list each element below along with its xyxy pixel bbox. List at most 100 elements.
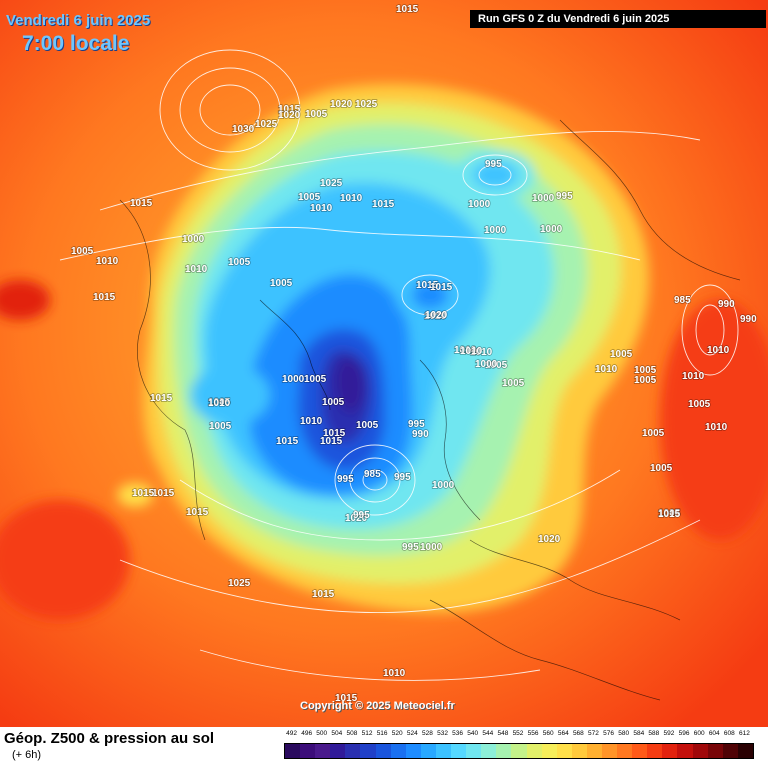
isobar-label: 990 <box>718 299 735 310</box>
isobar-label: 1015 <box>186 507 209 518</box>
isobar-label: 1015 <box>396 4 419 15</box>
isobar-label: 1015 <box>132 488 155 499</box>
isobar-label: 1010 <box>595 364 618 375</box>
isobar-label: 1000 <box>532 193 555 204</box>
isobar-label: 1020 <box>330 99 353 110</box>
scale-swatch <box>707 744 723 758</box>
isobar-label: 985 <box>364 469 381 480</box>
isobar-label: 1020 <box>538 534 561 545</box>
scale-swatch <box>692 744 708 758</box>
isobar-label: 1005 <box>304 374 327 385</box>
scale-swatch <box>496 744 512 758</box>
isobar-label: 1000 <box>468 199 491 210</box>
isobar-label: 995 <box>408 419 425 430</box>
scale-swatch <box>300 744 316 758</box>
scale-label: 540 <box>467 730 479 737</box>
isobar-label: 1005 <box>642 428 665 439</box>
scale-label: 588 <box>648 730 660 737</box>
isobar-label: 1005 <box>658 508 681 519</box>
isobar-label: 1020 <box>425 310 448 321</box>
scale-label: 504 <box>331 730 343 737</box>
isobar-label: 1000 <box>484 225 507 236</box>
scale-label: 552 <box>512 730 524 737</box>
scale-swatch <box>722 744 738 758</box>
isobar-label: 1005 <box>650 463 673 474</box>
isobar-label: 995 <box>337 474 354 485</box>
legend-footer: Géop. Z500 & pression au sol (+ 6h) 492 4… <box>0 727 768 768</box>
scale-swatch <box>390 744 406 758</box>
isobar-label: 1030 <box>232 124 255 135</box>
isobar-label: 1015 <box>416 280 439 291</box>
isobar-label: 1005 <box>270 278 293 289</box>
isobar-label: 1010 <box>96 256 119 267</box>
isobar-label: 1005 <box>208 397 231 408</box>
scale-label: 556 <box>527 730 539 737</box>
isobar-label: 1025 <box>355 99 378 110</box>
isobar-label: 1010 <box>310 203 333 214</box>
isobar-label: 1020 <box>278 110 301 121</box>
scale-label: 492 <box>286 730 297 737</box>
scale-swatch <box>601 744 618 758</box>
scale-swatch <box>405 744 421 758</box>
isobar-lines <box>59 49 739 681</box>
isobar-label: 1000 <box>432 480 455 491</box>
scale-swatch <box>737 744 753 758</box>
coastlines <box>119 119 741 701</box>
isobar-label: 985 <box>674 295 691 306</box>
scale-label: 532 <box>437 730 448 737</box>
scale-label: 584 <box>633 730 645 737</box>
isobar-label: 1005 <box>485 360 508 371</box>
isobar-label: 995 <box>394 472 411 483</box>
scale-swatch <box>677 744 693 758</box>
forecast-step: (+ 6h) <box>12 749 42 761</box>
isobar-label: 1005 <box>228 257 251 268</box>
isobar-label: 1010 <box>454 345 477 356</box>
color-scale-bar <box>284 743 754 759</box>
scale-swatch <box>662 744 678 758</box>
isobar-label: 1025 <box>228 578 251 589</box>
scale-swatch <box>541 744 557 758</box>
scale-label: 544 <box>482 730 494 737</box>
scale-label: 528 <box>421 730 433 737</box>
isobar-label: 1015 <box>372 199 395 210</box>
scale-label: 564 <box>557 730 569 737</box>
isobar-label: 1015 <box>312 589 335 600</box>
scale-swatch <box>511 744 527 758</box>
scale-swatch <box>420 744 436 758</box>
scale-label: 608 <box>723 730 735 737</box>
isobar-label: 1005 <box>688 399 711 410</box>
isobar-label: 1015 <box>323 428 346 439</box>
isobar-label: 1025 <box>255 119 278 130</box>
scale-swatch <box>315 744 331 758</box>
run-info: Run GFS 0 Z du Vendredi 6 juin 2025 <box>470 10 766 28</box>
isobar-label: 1020 <box>424 311 447 322</box>
scale-label: 512 <box>361 730 373 737</box>
isobar-label: 1005 <box>298 192 321 203</box>
scale-label: 520 <box>391 730 403 737</box>
scale-swatch <box>375 744 391 758</box>
scale-label: 560 <box>542 730 554 737</box>
isobar-label: 1000 <box>475 359 498 370</box>
isobar-label: 1000 <box>540 224 563 235</box>
scale-swatch <box>632 744 648 758</box>
scale-label: 572 <box>588 730 599 737</box>
scale-label: 536 <box>452 730 464 737</box>
isobar-label: 1010 <box>208 398 231 409</box>
scale-swatch <box>451 744 467 758</box>
isobar-label: 1010 <box>460 346 483 357</box>
scale-label: 524 <box>406 730 418 737</box>
scale-swatch <box>435 744 452 758</box>
scale-label: 580 <box>618 730 630 737</box>
isobar-label: 995 <box>556 191 573 202</box>
scale-swatch <box>466 744 482 758</box>
isobar-label: 1010 <box>682 371 705 382</box>
isobar-label: 1015 <box>93 292 116 303</box>
isobar-label: 1015 <box>152 488 175 499</box>
isobar-label: 1000 <box>420 542 443 553</box>
scale-label: 612 <box>739 730 750 737</box>
valid-date: Vendredi 6 juin 2025 <box>6 12 151 29</box>
color-scale-labels: 492 496 500 504 508 512 516 520 524 528 532 536 540 5… <box>280 730 764 740</box>
isobar-label: 1005 <box>634 365 657 376</box>
